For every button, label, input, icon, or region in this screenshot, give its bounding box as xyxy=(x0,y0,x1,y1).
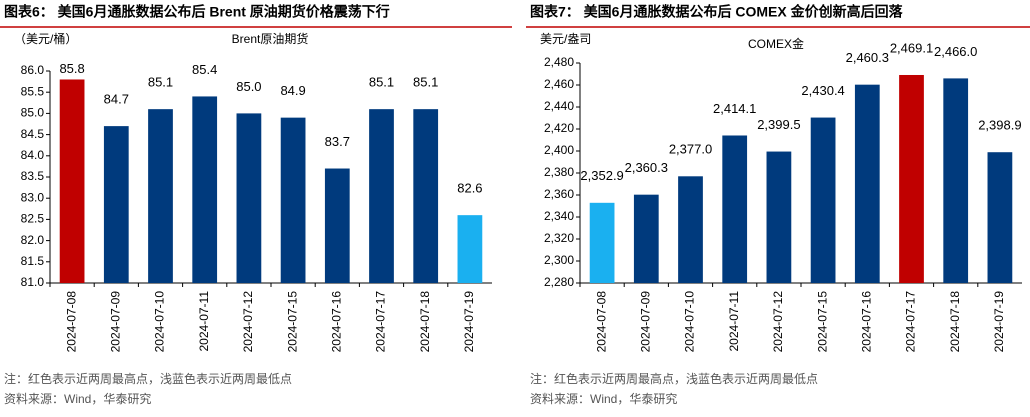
y-tick-label: 82.5 xyxy=(21,212,45,226)
y-tick-label: 2,460 xyxy=(544,77,574,91)
y-axis-unit: 美元/盎司 xyxy=(540,32,591,46)
y-tick-label: 2,440 xyxy=(544,99,574,113)
y-tick-label: 82.0 xyxy=(21,233,45,247)
value-label: 2,360.3 xyxy=(625,160,668,175)
x-tick-label: 2024-07-09 xyxy=(108,291,122,353)
bar xyxy=(369,109,394,283)
chart-title: COMEX金 xyxy=(748,36,804,51)
x-tick-label: 2024-07-08 xyxy=(594,291,608,353)
value-label: 2,430.4 xyxy=(801,83,844,98)
note: 注：红色表示近两周最高点，浅蓝色表示近两周最低点 xyxy=(4,371,292,386)
bar xyxy=(633,194,659,283)
value-label: 85.1 xyxy=(148,75,173,90)
y-tick-label: 2,400 xyxy=(544,143,574,157)
x-tick-label: 2024-07-17 xyxy=(374,291,388,353)
chart-title: Brent原油期货 xyxy=(232,31,309,46)
y-tick-label: 2,360 xyxy=(544,187,574,201)
x-tick-label: 2024-07-17 xyxy=(904,291,918,353)
x-tick-label: 2024-07-10 xyxy=(153,291,167,353)
bar xyxy=(457,215,483,283)
bar xyxy=(766,151,792,283)
x-tick-label: 2024-07-09 xyxy=(638,291,652,353)
y-tick-label: 81.5 xyxy=(21,254,45,268)
note: 注：红色表示近两周最高点，浅蓝色表示近两周最低点 xyxy=(530,371,818,386)
source: 资料来源：Wind，华泰研究 xyxy=(4,391,151,406)
y-tick-label: 2,280 xyxy=(544,275,574,289)
bar xyxy=(413,109,439,283)
bar xyxy=(589,202,615,283)
value-label: 82.6 xyxy=(457,181,482,196)
bar xyxy=(280,117,306,283)
bar xyxy=(987,152,1013,283)
y-tick-label: 2,340 xyxy=(544,209,574,223)
y-axis-unit: （美元/桶） xyxy=(14,31,77,46)
y-tick-label: 83.5 xyxy=(21,169,45,183)
bar xyxy=(192,96,218,283)
figure-title: 图表7： 美国6月通胀数据公布后 COMEX 金价创新高后回落 xyxy=(530,4,904,20)
bar xyxy=(943,78,969,284)
bar xyxy=(854,84,880,283)
figure-title: 图表6： 美国6月通胀数据公布后 Brent 原油期货价格震荡下行 xyxy=(4,4,390,20)
value-label: 84.9 xyxy=(280,83,305,98)
x-tick-label: 2024-07-19 xyxy=(992,291,1006,353)
value-label: 85.4 xyxy=(192,62,217,77)
bar xyxy=(810,117,836,283)
y-tick-label: 84.0 xyxy=(21,148,45,162)
x-tick-label: 2024-07-11 xyxy=(727,291,741,352)
y-tick-label: 83.0 xyxy=(21,190,45,204)
x-tick-label: 2024-07-08 xyxy=(64,291,78,353)
x-tick-label: 2024-07-15 xyxy=(285,291,299,353)
value-label: 85.8 xyxy=(59,61,84,76)
value-label: 2,377.0 xyxy=(669,142,712,157)
bar xyxy=(324,168,350,283)
y-tick-label: 85.5 xyxy=(21,84,45,98)
x-tick-label: 2024-07-16 xyxy=(859,291,873,353)
value-label: 85.0 xyxy=(236,79,261,94)
y-tick-label: 2,420 xyxy=(544,121,574,135)
x-tick-label: 2024-07-12 xyxy=(241,291,255,353)
y-tick-label: 2,380 xyxy=(544,165,574,179)
y-tick-label: 84.5 xyxy=(21,127,45,141)
value-label: 2,398.9 xyxy=(978,118,1021,133)
x-tick-label: 2024-07-15 xyxy=(815,291,829,353)
x-tick-label: 2024-07-16 xyxy=(329,291,343,353)
x-tick-label: 2024-07-19 xyxy=(462,291,476,353)
source: 资料来源：Wind，华泰研究 xyxy=(530,391,677,406)
value-label: 2,469.1 xyxy=(890,40,933,55)
y-tick-label: 81.0 xyxy=(21,275,45,289)
y-tick-label: 2,480 xyxy=(544,55,574,69)
bar xyxy=(678,176,703,283)
y-tick-label: 2,300 xyxy=(544,253,574,267)
y-tick-label: 85.0 xyxy=(21,106,45,120)
value-label: 85.1 xyxy=(413,75,438,90)
value-label: 2,466.0 xyxy=(934,44,977,59)
value-label: 2,460.3 xyxy=(846,50,889,65)
x-tick-label: 2024-07-12 xyxy=(771,291,785,353)
bar xyxy=(236,113,262,284)
value-label: 2,399.5 xyxy=(757,117,800,132)
value-label: 83.7 xyxy=(325,134,350,149)
bar xyxy=(722,135,748,283)
bar xyxy=(103,126,129,284)
value-label: 2,352.9 xyxy=(580,168,623,183)
y-tick-label: 86.0 xyxy=(21,63,45,77)
value-label: 85.1 xyxy=(369,75,394,90)
x-tick-label: 2024-07-11 xyxy=(197,291,211,352)
value-label: 84.7 xyxy=(104,92,129,107)
x-tick-label: 2024-07-18 xyxy=(418,291,432,353)
y-tick-label: 2,320 xyxy=(544,231,574,245)
bar xyxy=(899,74,924,284)
bar xyxy=(59,79,85,283)
x-tick-label: 2024-07-10 xyxy=(683,291,697,353)
x-tick-label: 2024-07-18 xyxy=(948,291,962,353)
bar xyxy=(148,109,173,283)
value-label: 2,414.1 xyxy=(713,101,756,116)
